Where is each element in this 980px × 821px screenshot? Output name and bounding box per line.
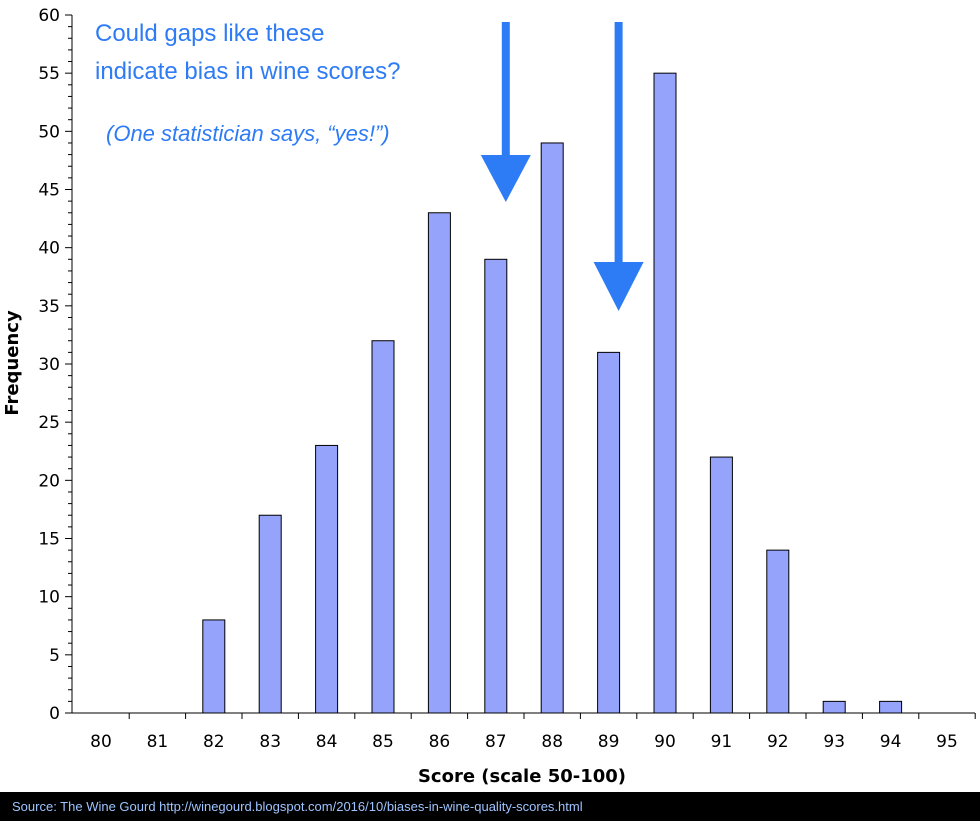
x-axis-ticks: 80 81 82 83 84 85 86 87 88 89 90 91 92 93 94 95 bbox=[90, 713, 976, 752]
y-tick-label: 10 bbox=[38, 588, 60, 608]
bar-88 bbox=[540, 142, 564, 714]
annotation-headline-line1: Could gaps like these bbox=[95, 20, 324, 47]
source-footer: Source: The Wine Gourd http://winegourd.… bbox=[0, 792, 980, 821]
x-tick-label-93: 93 bbox=[823, 732, 845, 752]
bar-87 bbox=[484, 258, 508, 714]
x-tick-label-81: 81 bbox=[147, 732, 169, 752]
bar-92 bbox=[766, 549, 790, 714]
annotation-arrows bbox=[480, 22, 644, 311]
y-axis-ticks: 0 5 10 15 20 25 30 35 40 45 50 55 60 bbox=[38, 6, 72, 724]
bars bbox=[202, 72, 903, 714]
y-tick-label: 35 bbox=[38, 297, 60, 317]
bar-89 bbox=[597, 351, 621, 714]
x-tick-label-94: 94 bbox=[880, 732, 902, 752]
x-tick-label-89: 89 bbox=[598, 732, 620, 752]
x-tick-label-91: 91 bbox=[711, 732, 733, 752]
bar-84 bbox=[315, 444, 339, 714]
x-tick-label-82: 82 bbox=[203, 732, 225, 752]
y-tick-label: 40 bbox=[38, 239, 60, 259]
bar-86 bbox=[427, 212, 451, 714]
y-tick-label: 20 bbox=[38, 471, 60, 491]
x-tick-label-87: 87 bbox=[485, 732, 507, 752]
y-tick-label: 45 bbox=[38, 181, 60, 201]
x-tick-label-88: 88 bbox=[541, 732, 563, 752]
bar-85 bbox=[371, 340, 395, 714]
x-tick-label-84: 84 bbox=[316, 732, 338, 752]
bar-82 bbox=[202, 619, 226, 714]
arrow-shaft-87 bbox=[501, 22, 510, 155]
y-tick-label: 15 bbox=[38, 530, 60, 550]
arrow-shaft-89 bbox=[614, 22, 623, 262]
x-tick-label-92: 92 bbox=[767, 732, 789, 752]
y-tick-label: 0 bbox=[49, 704, 60, 724]
y-tick-label: 25 bbox=[38, 413, 60, 433]
annotation-headline-line2: indicate bias in wine scores? bbox=[95, 58, 401, 85]
x-tick-label-95: 95 bbox=[936, 732, 958, 752]
bar-94 bbox=[879, 700, 903, 714]
x-tick-label-83: 83 bbox=[259, 732, 281, 752]
y-tick-label: 55 bbox=[38, 64, 60, 84]
bar-91 bbox=[709, 456, 733, 714]
x-tick-label-85: 85 bbox=[372, 732, 394, 752]
x-axis-title: Score (scale 50-100) bbox=[418, 766, 626, 787]
annotation-subnote: (One statistician says, “yes!”) bbox=[106, 121, 390, 146]
bar-83 bbox=[258, 514, 282, 714]
y-tick-label: 30 bbox=[38, 355, 60, 375]
bar-90 bbox=[653, 72, 677, 714]
x-tick-label-80: 80 bbox=[90, 732, 112, 752]
y-tick-label: 60 bbox=[38, 6, 60, 26]
arrow-head-87 bbox=[480, 155, 531, 202]
x-tick-label-86: 86 bbox=[429, 732, 451, 752]
y-tick-label: 5 bbox=[49, 646, 60, 666]
bar-93 bbox=[822, 700, 846, 714]
y-axis-title: Frequency bbox=[2, 310, 23, 416]
y-tick-label: 50 bbox=[38, 122, 60, 142]
x-tick-label-90: 90 bbox=[654, 732, 676, 752]
arrow-head-89 bbox=[593, 262, 644, 311]
